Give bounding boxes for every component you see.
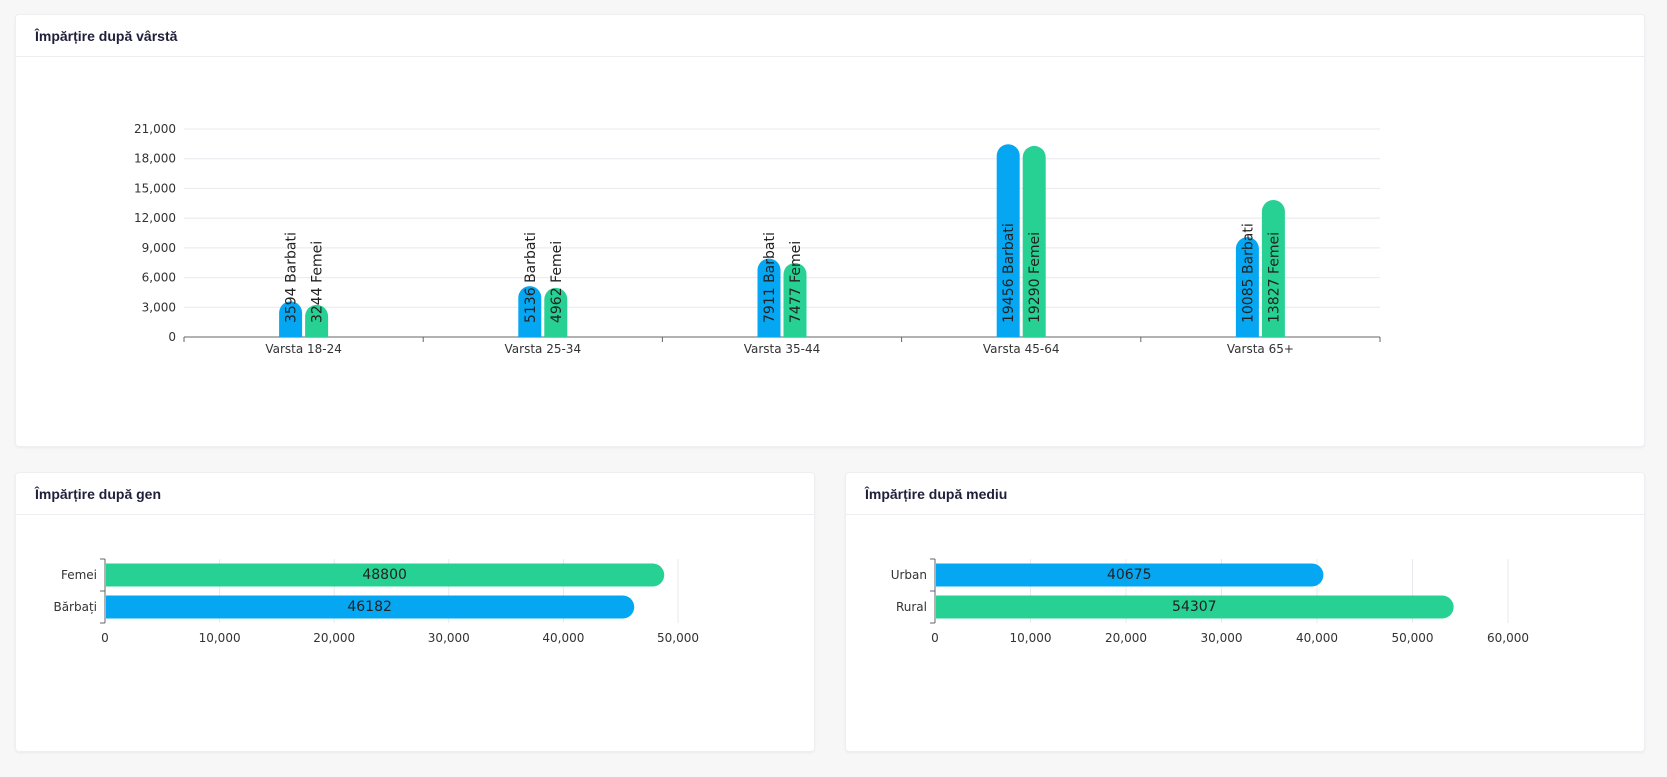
data-label: 19290 Femei (1027, 232, 1043, 323)
bar-barbati (1235, 237, 1259, 337)
bar-femei (544, 287, 568, 337)
data-label: 5136 Barbati (523, 232, 539, 323)
y-tick-label: 0 (168, 330, 176, 344)
bar-femei (305, 304, 329, 337)
age-chart-title: Împărțire după vârstă (16, 15, 1644, 57)
y-tick-label: 3,000 (142, 300, 176, 314)
data-label: 7477 Femei (788, 241, 804, 323)
age-chart-card: Împărțire după vârstă 0 3,000 6,000 9,000 12… (15, 14, 1645, 447)
x-tick-label: Varsta 18-24 (265, 342, 342, 356)
data-label: 48800 (362, 567, 407, 583)
x-tick-label: 60,000 (1487, 631, 1529, 645)
x-tick-label: Varsta 45-64 (983, 342, 1060, 356)
x-tick-label: 30,000 (1201, 631, 1243, 645)
x-tick-label: 30,000 (428, 631, 470, 645)
x-tick-label: Varsta 25-34 (505, 342, 582, 356)
data-label: 3244 Femei (310, 241, 326, 323)
y-tick-label: Urban (891, 568, 927, 582)
x-tick-label: 50,000 (657, 631, 699, 645)
gender-chart-card: Împărțire după gen 0 10,000 20,000 30,000 40… (15, 472, 815, 752)
bar-femei (1261, 200, 1285, 337)
y-tick-label: Rural (896, 600, 927, 614)
x-tick-label: Varsta 65+ (1227, 342, 1294, 356)
y-tick-label: Femei (61, 568, 97, 582)
data-label: 46182 (347, 599, 392, 615)
x-tick-label: 40,000 (1296, 631, 1338, 645)
x-tick-label: 40,000 (542, 631, 584, 645)
x-tick-label: 0 (101, 631, 109, 645)
bar-femei (1022, 145, 1046, 337)
x-tick-label: 20,000 (313, 631, 355, 645)
data-label: 3594 Barbati (284, 232, 300, 323)
bar-barbati (518, 286, 542, 337)
environment-bar (936, 563, 1324, 587)
data-label: 4962 Femei (549, 241, 565, 323)
y-tick-label: 15,000 (134, 181, 176, 195)
data-label: 54307 (1172, 599, 1217, 615)
bar-barbati (279, 301, 303, 337)
x-tick-label: 0 (931, 631, 939, 645)
data-label: 10085 Barbati (1240, 223, 1256, 323)
data-label: 19456 Barbati (1001, 223, 1017, 323)
gender-bar-chart: 0 10,000 20,000 30,000 40,000 50,000 Femei 4880… (53, 558, 699, 645)
x-tick-label: Varsta 35-44 (744, 342, 821, 356)
data-label: 40675 (1107, 567, 1152, 583)
environment-bar-chart: 0 10,000 20,000 30,000 40,000 50,000 60,000 Urb… (891, 558, 1529, 645)
environment-bar (936, 595, 1454, 619)
bar-barbati (757, 258, 781, 337)
bar-barbati (996, 144, 1020, 337)
y-tick-label: 6,000 (142, 271, 176, 285)
gender-bar (106, 595, 635, 619)
gender-bar (106, 563, 665, 587)
y-tick-label: Bărbați (53, 600, 97, 614)
x-tick-label: 10,000 (1010, 631, 1052, 645)
data-label: 13827 Femei (1266, 232, 1282, 323)
x-tick-label: 10,000 (199, 631, 241, 645)
x-tick-label: 50,000 (1392, 631, 1434, 645)
data-label: 7911 Barbati (762, 232, 778, 323)
y-tick-label: 21,000 (134, 122, 176, 136)
bar-femei (783, 262, 807, 337)
environment-chart-title: Împărțire după mediu (846, 473, 1644, 515)
environment-chart-card: Împărțire după mediu 0 10,000 20,000 30,000… (845, 472, 1645, 752)
age-bar-chart: 0 3,000 6,000 9,000 12,000 15,000 18,000 21,000… (134, 122, 1381, 356)
y-tick-label: 18,000 (134, 152, 176, 166)
x-tick-label: 20,000 (1105, 631, 1147, 645)
y-tick-label: 9,000 (142, 241, 176, 255)
gender-chart-title: Împărțire după gen (16, 473, 814, 515)
y-tick-label: 12,000 (134, 211, 176, 225)
